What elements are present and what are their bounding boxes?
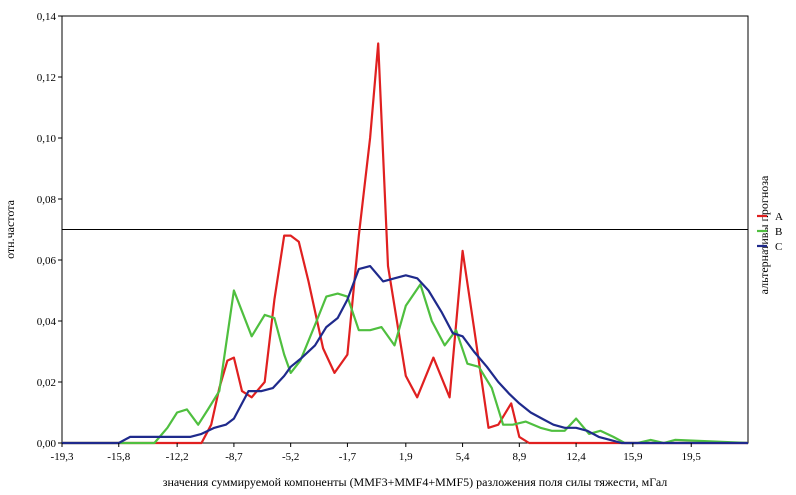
legend-label-B: B [775,226,782,238]
x-axis-title: значения суммируемой компоненты (MMF3+MM… [163,475,668,489]
legend-label-C: C [775,241,782,253]
y-axis-title: отн.частота [3,199,17,259]
x-tick-label: 8,9 [512,451,526,463]
y-axis-ticks: 0,00 0,02 0,04 0,06 0,08 0,10 0,12 0,14 [37,11,62,450]
x-tick-label: 12,4 [566,451,586,463]
y-tick-label: 0,06 [37,255,57,267]
y-tick-label: 0,04 [37,316,57,328]
y-tick-label: 0,14 [37,11,57,23]
x-axis-ticks: -19,3 -15,8 -12,2 -8,7 -5,2 -1,7 1,9 5,4 8,9 12,4… [51,443,702,463]
x-tick-label: 15,9 [623,451,643,463]
x-tick-label: -8,7 [225,451,243,463]
x-tick-label: 5,4 [456,451,470,463]
series-layer [62,42,749,445]
legend: ABC [757,211,783,253]
y-tick-label: 0,10 [37,133,57,145]
x-tick-label: -12,2 [166,451,189,463]
x-tick-label: 19,5 [682,451,702,463]
y-tick-label: 0,00 [37,438,57,450]
x-tick-label: -5,2 [282,451,299,463]
x-tick-label: -19,3 [51,451,74,463]
y-tick-label: 0,02 [37,377,56,389]
x-tick-label: -15,8 [107,451,130,463]
legend-title: альтернативы прогноза [757,175,771,294]
x-tick-label: 1,9 [399,451,413,463]
series-line-A [62,42,748,445]
series-line-C [62,265,748,445]
series-line-B [62,283,749,445]
legend-label-A: A [775,211,783,223]
y-tick-label: 0,08 [37,194,57,206]
y-tick-label: 0,12 [37,72,56,84]
x-tick-label: -1,7 [339,451,357,463]
